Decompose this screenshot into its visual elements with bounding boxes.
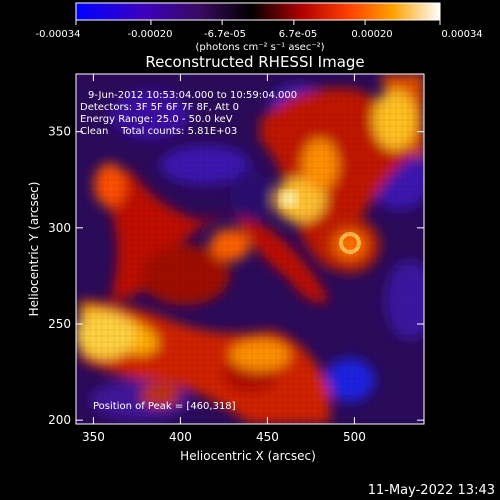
y-tick-label: 350: [48, 125, 71, 139]
colorbar-ticks: [75, 20, 441, 25]
x-tick-label: 350: [82, 430, 105, 444]
y-axis-label: Heliocentric Y (arcsec): [27, 182, 41, 317]
y-tick-label: 250: [48, 317, 71, 331]
colorbar-tick-label: 0.00034: [441, 29, 482, 40]
chart-title: Reconstructed RHESSI Image: [145, 53, 364, 71]
colorbar-gradient: [75, 2, 441, 21]
colorbar: -0.00034 -0.00020 -6.7e-05 6.7e-05 0.000…: [36, 2, 483, 53]
annotation-time-range: 9-Jun-2012 10:53:04.000 to 10:59:04.000: [88, 90, 297, 101]
y-axis-ticks: 200 250 300 350: [48, 125, 424, 427]
annotation-energy-range: Energy Range: 25.0 - 50.0 keV: [80, 114, 233, 125]
colorbar-tick-label: -0.00020: [128, 29, 173, 40]
x-axis-ticks: 350 400 450 500: [82, 74, 366, 444]
plot-frame: [75, 73, 425, 425]
heatmap-image: [76, 74, 424, 424]
colorbar-tick-label: 0.00020: [351, 29, 392, 40]
x-axis-label: Heliocentric X (arcsec): [180, 449, 316, 463]
colorbar-tick-label: -6.7e-05: [204, 29, 246, 40]
annotation-detectors: Detectors: 3F 5F 6F 7F 8F, Att 0: [80, 102, 239, 113]
annotation-clean-counts: Clean Total counts: 5.81E+03: [80, 126, 237, 137]
footer-timestamp: 11-May-2022 13:43: [368, 483, 495, 498]
colorbar-units: (photons cm⁻² s⁻¹ asec⁻²): [195, 42, 324, 53]
x-tick-label: 400: [169, 430, 192, 444]
y-tick-label: 300: [48, 221, 71, 235]
x-tick-label: 500: [343, 430, 366, 444]
colorbar-tick-label: -0.00034: [36, 29, 81, 40]
colorbar-tick-label: 6.7e-05: [279, 29, 317, 40]
annotation-peak-position: Position of Peak = [460,318]: [93, 401, 236, 412]
y-tick-label: 200: [48, 413, 71, 427]
x-tick-label: 450: [256, 430, 279, 444]
